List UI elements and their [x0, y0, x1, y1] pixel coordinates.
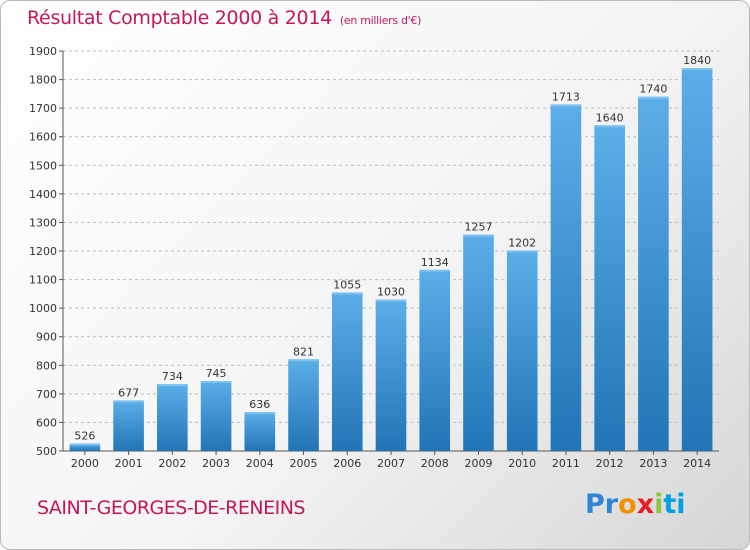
value-label: 677: [118, 386, 139, 399]
bar: [638, 96, 669, 451]
chart-title: Résultat Comptable 2000 à 2014 (en millie…: [27, 7, 421, 29]
y-tick-label: 1500: [29, 159, 57, 172]
value-label: 1055: [333, 278, 361, 291]
bar: [69, 443, 101, 451]
x-tick-label: 2000: [71, 457, 99, 470]
x-tick-label: 2006: [333, 457, 361, 470]
bar: [550, 104, 582, 451]
x-tick-label: 2010: [508, 457, 536, 470]
bar: [200, 381, 232, 451]
value-label: 1030: [377, 286, 405, 299]
value-label: 1134: [421, 256, 449, 269]
bar: [113, 400, 144, 451]
chart-subtitle: (en milliers d'€): [339, 14, 422, 27]
logo-letter: P: [585, 489, 605, 520]
bar-top-edge: [200, 381, 232, 383]
y-tick-label: 500: [36, 445, 57, 458]
bar-top-edge: [638, 96, 669, 99]
x-tick-label: 2007: [377, 457, 405, 470]
bar: [594, 125, 625, 452]
value-label: 1740: [639, 83, 667, 96]
bar-top-edge: [375, 299, 407, 302]
logo-letter: o: [618, 489, 637, 520]
axes: 500 600 700 800 900 1000 1100 1200 1300 1400 1500 1…: [29, 45, 719, 470]
value-label: 1257: [464, 221, 492, 234]
y-tick-label: 1900: [29, 45, 57, 58]
y-tick-label: 900: [36, 331, 57, 344]
x-tick-label: 2013: [639, 457, 667, 470]
y-tick-label: 1400: [29, 188, 57, 201]
x-tick-label: 2009: [464, 457, 492, 470]
y-tick-label: 1800: [29, 74, 57, 87]
bar: [419, 269, 451, 451]
bar: [157, 384, 188, 451]
bar-top-edge: [288, 359, 319, 362]
bar: [331, 292, 363, 451]
x-tick-label: 2011: [552, 457, 580, 470]
value-label: 1713: [552, 90, 580, 103]
bar-top-edge: [550, 104, 582, 107]
logo-letter: r: [604, 489, 619, 520]
logo-letter: t: [663, 489, 677, 520]
bar-top-edge: [419, 269, 451, 272]
bar-top-edge: [463, 234, 494, 237]
bar-top-edge: [594, 125, 625, 128]
x-tick-label: 2014: [683, 457, 711, 470]
x-tick-label: 2001: [115, 457, 143, 470]
logo-letter: i: [676, 489, 686, 520]
y-tick-label: 1300: [29, 216, 57, 229]
bar: [506, 250, 538, 451]
x-tick-label: 2004: [246, 457, 274, 470]
bar-top-edge: [113, 400, 144, 403]
bar-top-edge: [331, 292, 363, 295]
y-tick-label: 1700: [29, 102, 57, 115]
y-tick-label: 1100: [29, 274, 57, 287]
value-label: 745: [206, 367, 227, 380]
bars: [69, 68, 713, 452]
value-label: 636: [249, 398, 270, 411]
x-tick-label: 2012: [596, 457, 624, 470]
proxiti-logo[interactable]: Proxiti: [585, 489, 686, 520]
bar-top-edge: [244, 412, 276, 415]
x-tick-label: 2002: [158, 457, 186, 470]
x-tick-label: 2003: [202, 457, 230, 470]
y-tick-label: 600: [36, 416, 57, 429]
y-tick-label: 1600: [29, 131, 57, 144]
value-label: 1640: [596, 111, 624, 124]
value-label: 1840: [683, 54, 711, 67]
y-tick-label: 800: [36, 359, 57, 372]
logo-letter: x: [636, 489, 655, 520]
bar: [244, 412, 276, 451]
y-tick-label: 700: [36, 388, 57, 401]
value-label: 734: [162, 370, 183, 383]
x-tick-label: 2005: [290, 457, 318, 470]
bar-top-edge: [157, 384, 188, 387]
x-tick-label: 2008: [421, 457, 449, 470]
bar-top-edge: [69, 443, 101, 446]
bar: [375, 299, 407, 451]
value-label: 1202: [508, 236, 536, 249]
bar-top-edge: [506, 250, 538, 253]
town-name: SAINT-GEORGES-DE-RENEINS: [37, 497, 305, 519]
value-label: 821: [293, 345, 314, 358]
bar: [463, 234, 494, 451]
chart-title-text: Résultat Comptable 2000 à 2014: [27, 7, 332, 29]
bar: [681, 68, 713, 452]
bar-top-edge: [681, 68, 713, 71]
y-tick-label: 1000: [29, 302, 57, 315]
logo-letter: i: [654, 489, 664, 520]
data-labels: 526 677 734 745 636 821 1055 1030 1134 1257 1202 17…: [74, 54, 711, 442]
bar: [288, 359, 319, 451]
y-tick-label: 1200: [29, 245, 57, 258]
value-label: 526: [74, 430, 95, 443]
